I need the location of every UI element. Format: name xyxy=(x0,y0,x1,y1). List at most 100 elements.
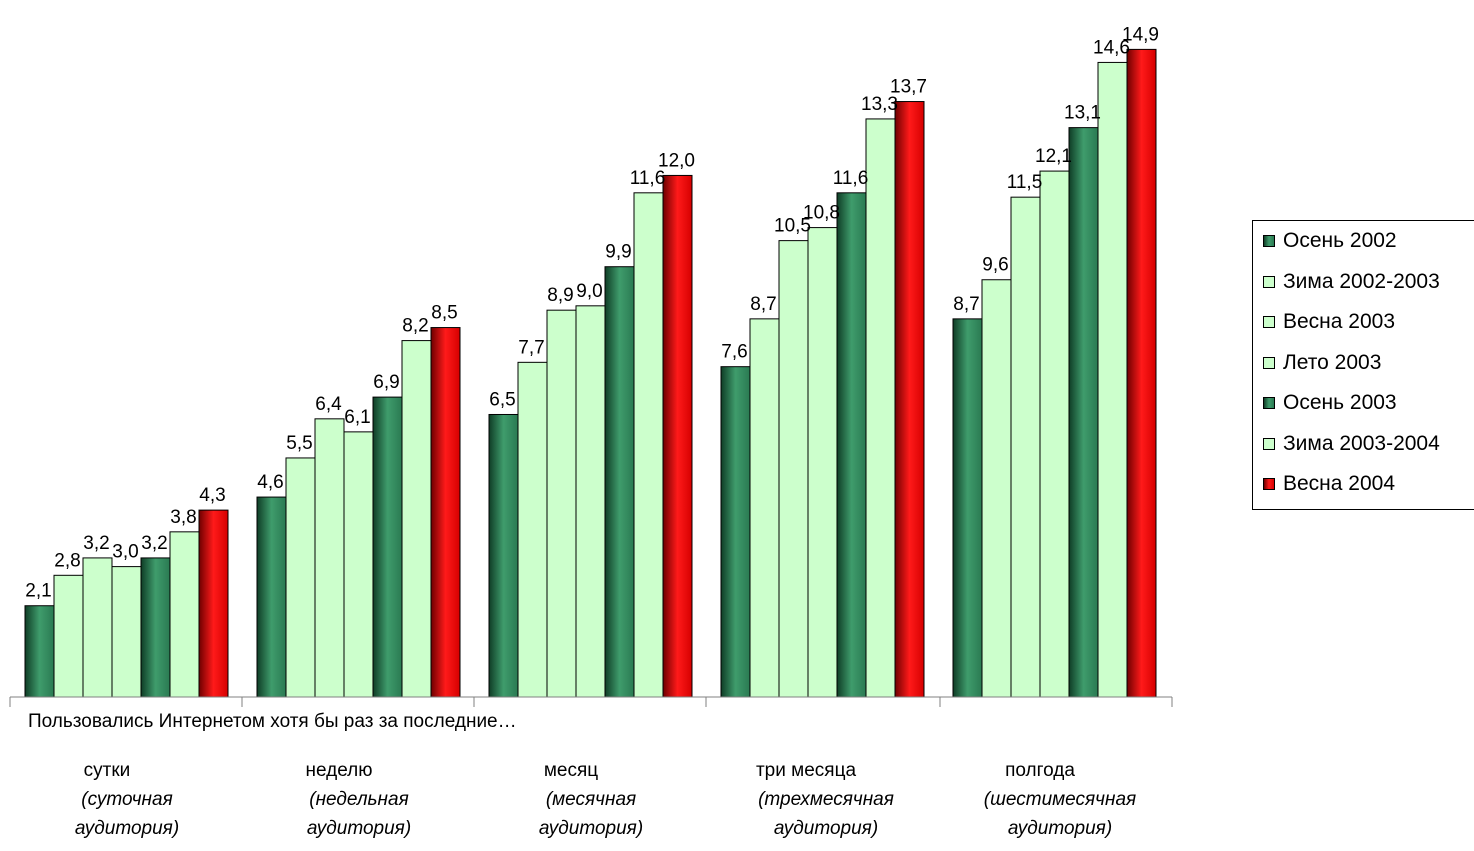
value-label-3-5: 13,3 xyxy=(861,94,898,115)
legend-label: Зима 2003-2004 xyxy=(1283,431,1440,455)
bar-3-4 xyxy=(836,192,867,698)
category-name: полгода xyxy=(1005,760,1075,781)
value-label-4-4: 13,1 xyxy=(1064,103,1101,124)
value-label-0-1: 2,8 xyxy=(54,550,80,571)
bar-0-2 xyxy=(82,557,113,698)
bar-3-3 xyxy=(807,227,838,698)
bar-4-6 xyxy=(1126,48,1157,698)
axis-note: Пользовались Интернетом хотя бы раз за п… xyxy=(28,711,517,732)
value-label-0-0: 2,1 xyxy=(25,581,51,602)
value-label-4-2: 11,5 xyxy=(1007,172,1043,193)
value-label-0-4: 3,2 xyxy=(141,533,167,554)
bar-2-5 xyxy=(633,192,664,698)
bar-0-4 xyxy=(140,557,171,698)
category-label: три месяца (трехмесячная аудитория) xyxy=(706,756,946,843)
bar-1-6 xyxy=(430,327,461,698)
value-label-4-1: 9,6 xyxy=(982,255,1008,276)
legend-swatch xyxy=(1263,356,1275,369)
bar-3-5 xyxy=(865,118,896,698)
value-label-2-2: 8,9 xyxy=(547,285,573,306)
category-label: сутки (суточная аудитория) xyxy=(7,756,247,843)
value-label-3-4: 11,6 xyxy=(833,168,869,189)
category-label: полгода (шестимесячная аудитория) xyxy=(940,756,1180,843)
bar-4-0 xyxy=(952,318,983,698)
value-labels-layer: 2,12,83,2 3,0 3,23,84,34,65,56,46,16,98,28… xyxy=(25,24,1159,601)
category-name: месяц xyxy=(543,760,599,781)
legend-label: Весна 2004 xyxy=(1283,472,1396,495)
legend-swatch xyxy=(1263,235,1275,247)
legend: Осень 2002 Зима 2002-2003 Весна 2003 Лето 2… xyxy=(1252,220,1474,510)
bar-3-2 xyxy=(778,240,809,698)
bar-2-4 xyxy=(604,266,635,698)
bars-layer xyxy=(24,48,1157,698)
legend-swatch xyxy=(1263,397,1275,409)
bar-0-6 xyxy=(198,509,229,698)
legend-swatch xyxy=(1263,275,1275,288)
bar-0-5 xyxy=(169,531,200,698)
bar-1-1 xyxy=(285,457,316,698)
value-label-2-0: 6,5 xyxy=(489,389,515,410)
category-label: месяц (месячная аудитория) xyxy=(471,756,711,843)
category-label: неделю (недельная аудитория) xyxy=(239,756,479,843)
value-label-4-3: 12,1 xyxy=(1035,146,1072,167)
value-label-0-6: 4,3 xyxy=(199,485,225,506)
value-label-1-1: 5,5 xyxy=(286,433,312,454)
value-label-1-2: 6,4 xyxy=(315,394,342,415)
value-label-1-6: 8,5 xyxy=(431,303,457,324)
bar-2-0 xyxy=(488,413,519,698)
value-label-3-1: 8,7 xyxy=(750,294,776,315)
category-sub: (недельная аудитория) xyxy=(306,789,412,839)
bar-1-0 xyxy=(256,496,287,698)
bar-1-5 xyxy=(401,340,432,698)
bar-4-5 xyxy=(1097,61,1128,698)
bar-4-3 xyxy=(1039,170,1070,698)
bar-4-2 xyxy=(1010,196,1041,698)
legend-label: Осень 2002 xyxy=(1283,229,1397,252)
value-label-2-1: 7,7 xyxy=(518,337,544,358)
value-label-3-0: 7,6 xyxy=(721,342,747,363)
bar-2-3 xyxy=(575,305,606,698)
category-sub: (суточная аудитория) xyxy=(74,789,180,839)
value-label-0-3: 3,0 xyxy=(112,542,138,563)
value-label-2-4: 9,9 xyxy=(605,242,631,263)
bar-4-4 xyxy=(1068,127,1099,698)
legend-label: Весна 2003 xyxy=(1283,310,1396,333)
value-label-2-3: 9,0 xyxy=(576,281,602,302)
value-label-4-5: 14,6 xyxy=(1093,37,1130,58)
bar-0-0 xyxy=(24,605,55,698)
value-label-2-6: 12,0 xyxy=(658,150,695,171)
value-label-0-2: 3,2 xyxy=(83,533,109,554)
category-name: три месяца xyxy=(755,760,857,781)
value-label-2-5: 11,6 xyxy=(630,168,666,189)
value-label-4-6: 14,9 xyxy=(1122,24,1159,45)
bar-3-0 xyxy=(720,366,751,698)
bar-0-3 xyxy=(111,566,142,698)
category-name: неделю xyxy=(305,760,373,781)
value-label-1-4: 6,9 xyxy=(373,372,399,393)
value-label-3-2: 10,5 xyxy=(774,216,811,237)
x-axis xyxy=(9,696,1173,707)
legend-label: Лето 2003 xyxy=(1283,350,1382,374)
value-label-1-3: 6,1 xyxy=(344,407,370,428)
bar-2-2 xyxy=(546,309,577,698)
category-sub: (трехмесячная аудитория) xyxy=(758,789,894,839)
bar-2-6 xyxy=(662,174,693,698)
bar-3-1 xyxy=(749,318,780,698)
bar-2-1 xyxy=(517,361,548,698)
category-sub: (шестимесячная аудитория) xyxy=(983,789,1137,839)
value-label-1-5: 8,2 xyxy=(402,316,428,337)
legend-label: Зима 2002-2003 xyxy=(1283,269,1440,293)
legend-swatch xyxy=(1263,478,1275,490)
legend-label: Осень 2003 xyxy=(1283,391,1397,414)
value-label-3-6: 13,7 xyxy=(890,77,927,98)
bar-1-4 xyxy=(372,396,403,698)
value-label-3-3: 10,8 xyxy=(803,203,840,224)
legend-swatch xyxy=(1263,316,1275,328)
bar-4-1 xyxy=(981,279,1012,698)
bar-3-6 xyxy=(894,101,925,698)
bar-1-2 xyxy=(314,418,345,698)
bar-1-3 xyxy=(343,431,374,698)
value-label-1-0: 4,6 xyxy=(257,472,283,493)
value-label-4-0: 8,7 xyxy=(953,294,979,315)
